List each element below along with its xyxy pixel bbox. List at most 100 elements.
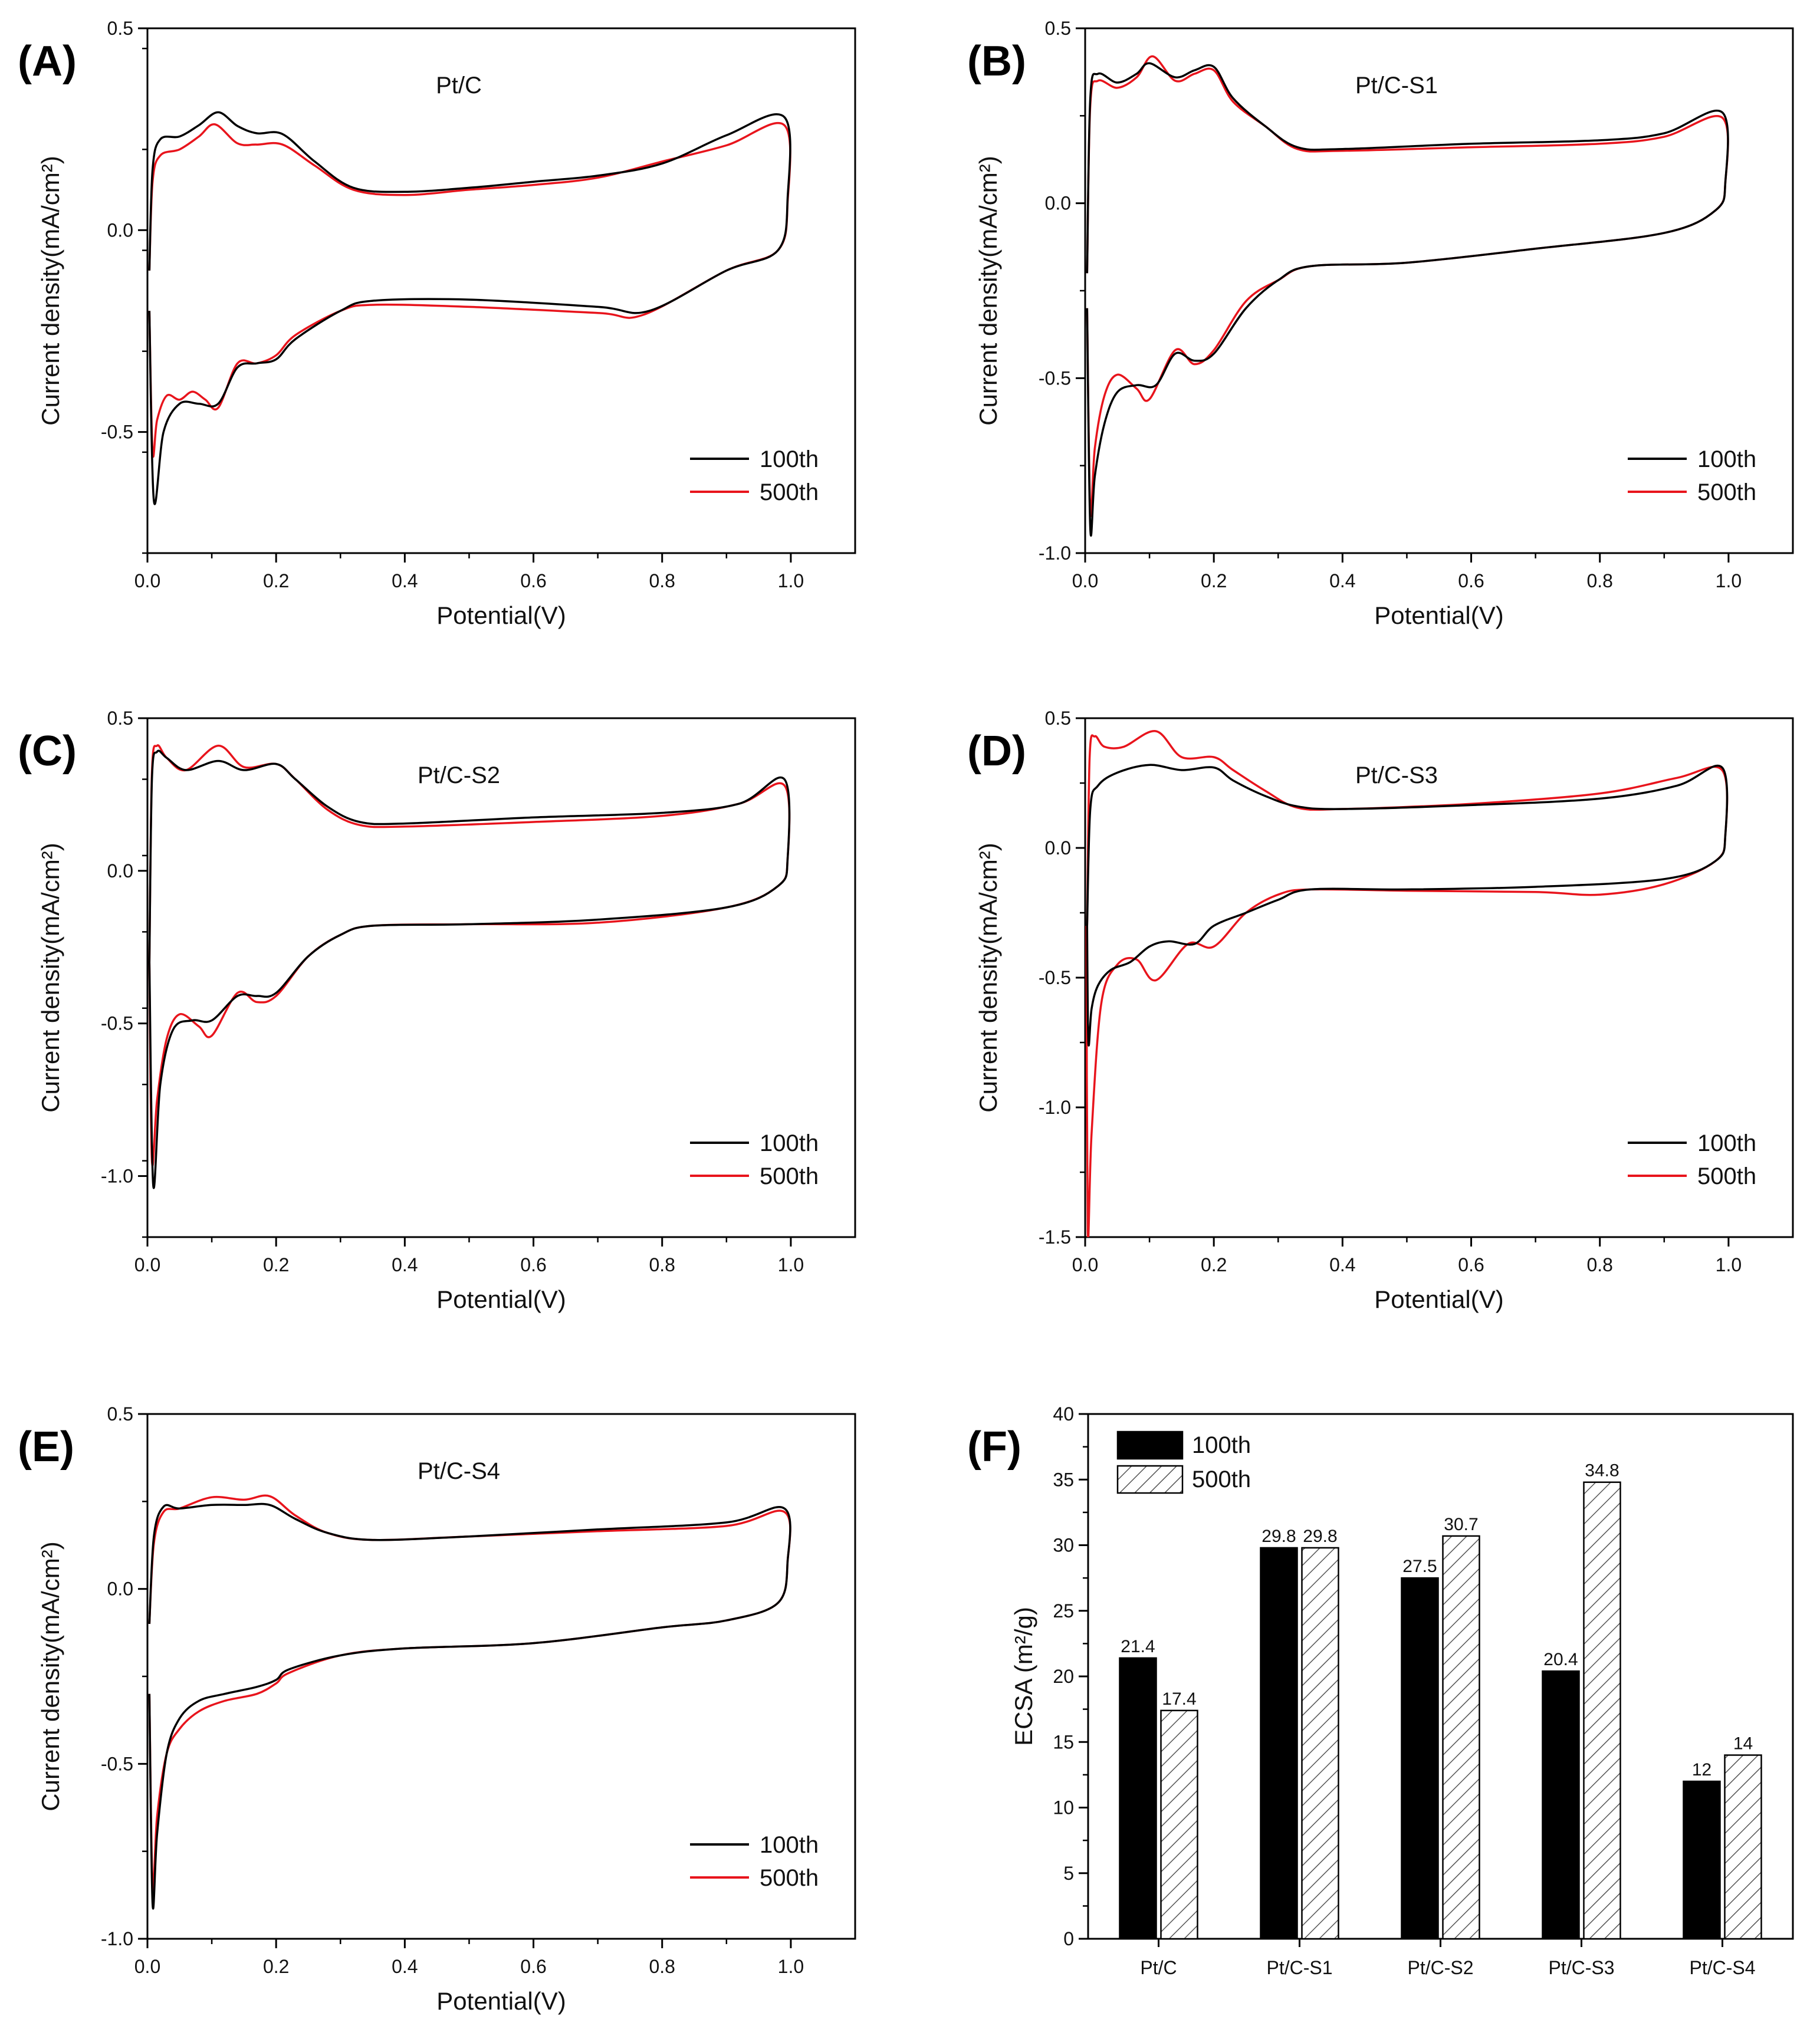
- bar-value-label: 17.4: [1162, 1689, 1196, 1709]
- series-line-100th: [1086, 764, 1729, 1047]
- legend-label-500th: 500th: [760, 1865, 819, 1891]
- panel-letter-E: (E): [18, 1423, 74, 1471]
- legend-label-100th: 100th: [760, 446, 819, 472]
- bar-value-label: 29.8: [1303, 1527, 1337, 1546]
- y-tick-label: -0.5: [101, 1753, 133, 1774]
- legend-swatch-100th: [1116, 1431, 1184, 1460]
- bar-value-label: 21.4: [1121, 1637, 1155, 1656]
- y-tick-label: -1.5: [1039, 1226, 1071, 1248]
- y-tick-label: 0.0: [107, 1579, 133, 1600]
- x-tick-label: 0.8: [1586, 1254, 1612, 1275]
- x-tick-label: 0.6: [1458, 1254, 1484, 1275]
- x-tick-label: 0.8: [1586, 570, 1612, 591]
- legend-label-500th: 500th: [760, 479, 819, 505]
- series-line-500th: [148, 1494, 791, 1892]
- category-label: Pt/C-S1: [1266, 1957, 1332, 1978]
- x-tick-label: 0.2: [263, 1956, 289, 1977]
- bar-100th: [1260, 1547, 1298, 1940]
- x-tick-label: 1.0: [778, 1254, 804, 1275]
- y-tick-label: 0.0: [1045, 837, 1071, 859]
- bar-100th: [1119, 1657, 1157, 1940]
- x-tick-label: 0.2: [263, 1254, 289, 1275]
- bar-value-label: 34.8: [1585, 1461, 1619, 1481]
- bar-value-label: 14: [1733, 1734, 1753, 1754]
- y-tick-label: 40: [1053, 1403, 1074, 1425]
- y-axis-title: Current density(mA/cm²): [37, 1541, 64, 1811]
- panel-title-D: Pt/C-S3: [1355, 762, 1438, 788]
- panel-title-B: Pt/C-S1: [1355, 73, 1438, 98]
- bar-500th: [1442, 1535, 1480, 1940]
- legend-label-100th: 100th: [1697, 1130, 1756, 1156]
- x-tick-label: 0.4: [392, 1254, 418, 1275]
- y-tick-label: 0.5: [107, 1403, 133, 1425]
- y-tick-label: -0.5: [101, 1013, 133, 1034]
- category-label: Pt/C-S2: [1407, 1957, 1473, 1978]
- y-tick-label: 10: [1053, 1797, 1074, 1818]
- legend-label-100th: 100th: [1697, 446, 1756, 472]
- x-tick-label: 0.0: [134, 1254, 160, 1275]
- x-axis-title: Potential(V): [1374, 1285, 1503, 1313]
- bar-value-label: 27.5: [1402, 1557, 1437, 1576]
- legend-label-500th: 500th: [1697, 1163, 1756, 1189]
- y-tick-label: 0.5: [1045, 708, 1071, 729]
- y-axis-title: Current density(mA/cm²): [37, 843, 64, 1112]
- y-tick-label: -1.0: [1039, 1097, 1071, 1118]
- y-axis-title: Current density(mA/cm²): [974, 843, 1002, 1112]
- legend-label-100th: 100th: [760, 1130, 819, 1156]
- x-axis-title: Potential(V): [436, 1285, 566, 1313]
- y-axis-title: Current density(mA/cm²): [974, 156, 1002, 425]
- panel-A: 0.0 0.2 0.4 0.6 0.8 1.0 -0.5 0.0 0.5 Potential(V)…: [37, 18, 856, 629]
- category-label: Pt/C-S4: [1689, 1957, 1755, 1978]
- panel-B: 0.0 0.2 0.4 0.6 0.8 1.0 -1.0 -0.5 0.0 0.5 Potentia…: [974, 18, 1794, 629]
- y-tick-label: 0.0: [1045, 193, 1071, 214]
- x-tick-label: 1.0: [1716, 1254, 1742, 1275]
- x-tick-label: 0.0: [134, 570, 160, 591]
- panel-letter-C: (C): [18, 728, 77, 775]
- x-tick-label: 0.6: [520, 570, 546, 591]
- x-tick-label: 0.2: [1201, 1254, 1227, 1275]
- panel-F: 0 5 10 15 20 25 30 35 40 ECSA (m²/g) Pt/C 21.4 17.4 P…: [1010, 1403, 1794, 1978]
- x-tick-label: 0.0: [1072, 1254, 1098, 1275]
- plot-frame-D: [1084, 717, 1794, 1238]
- series-line-100th: [1086, 62, 1729, 537]
- bar-value-label: 29.8: [1261, 1527, 1296, 1546]
- x-tick-label: 0.4: [392, 1956, 418, 1977]
- y-tick-label: 0: [1063, 1928, 1074, 1949]
- y-tick-label: 35: [1053, 1469, 1074, 1490]
- panel-title-A: Pt/C: [436, 73, 482, 98]
- panel-letter-B: (B): [967, 38, 1026, 85]
- series-line-500th: [148, 121, 791, 458]
- x-tick-label: 0.2: [263, 570, 289, 591]
- x-tick-label: 0.6: [520, 1254, 546, 1275]
- series-line-500th: [148, 744, 791, 1167]
- series-line-500th: [1086, 55, 1729, 517]
- plot-frame-E: [146, 1413, 856, 1940]
- category-label: Pt/C-S3: [1548, 1957, 1614, 1978]
- bar-500th: [1583, 1481, 1621, 1940]
- bar-500th: [1301, 1547, 1339, 1940]
- y-tick-label: -1.0: [1039, 542, 1071, 564]
- x-tick-label: 0.8: [649, 1254, 675, 1275]
- y-tick-label: 0.0: [107, 219, 133, 241]
- bar-value-label: 20.4: [1543, 1650, 1578, 1669]
- plot-frame-B: [1084, 27, 1794, 554]
- x-axis-title: Potential(V): [1374, 601, 1503, 629]
- x-tick-label: 0.6: [1458, 570, 1484, 591]
- y-tick-label: -1.0: [101, 1928, 133, 1949]
- panel-C: 0.0 0.2 0.4 0.6 0.8 1.0 -1.0 -0.5 0.0 0.5 Potentia…: [37, 708, 856, 1313]
- panel-letter-D: (D): [967, 728, 1026, 775]
- x-tick-label: 1.0: [1716, 570, 1742, 591]
- x-tick-label: 0.6: [520, 1956, 546, 1977]
- y-tick-label: 30: [1053, 1535, 1074, 1556]
- series-line-100th: [148, 111, 791, 505]
- panel-letter-F: (F): [967, 1423, 1021, 1471]
- x-tick-label: 0.8: [649, 570, 675, 591]
- y-tick-label: -0.5: [1039, 967, 1071, 988]
- plot-frame-C: [146, 717, 856, 1238]
- y-tick-label: -0.5: [1039, 367, 1071, 389]
- bar-100th: [1683, 1780, 1721, 1940]
- x-tick-label: 0.4: [1329, 570, 1355, 591]
- y-axis-title: ECSA (m²/g): [1010, 1607, 1037, 1746]
- panel-title-E: Pt/C-S4: [418, 1458, 500, 1484]
